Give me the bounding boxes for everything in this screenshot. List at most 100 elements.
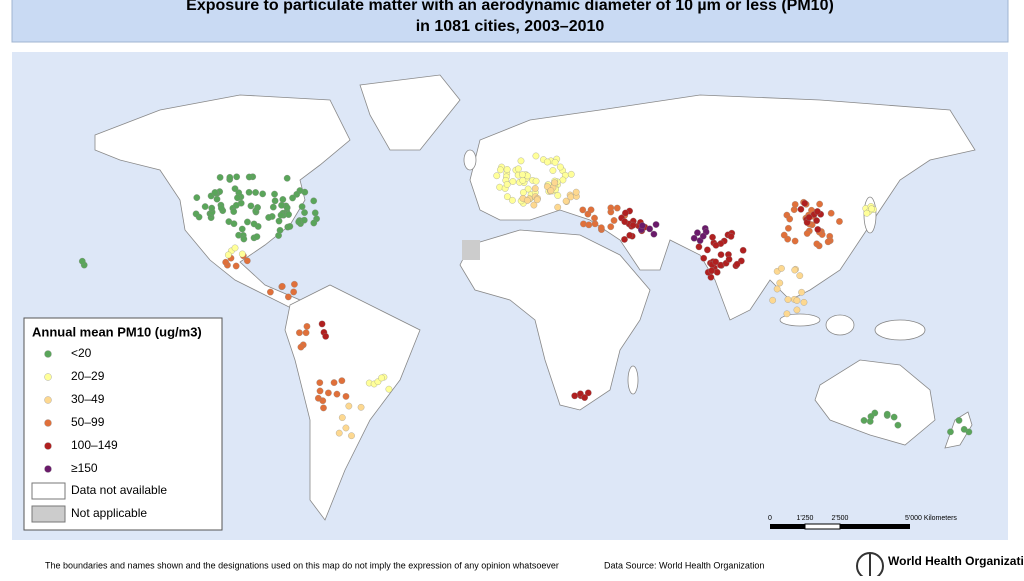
city-dot [515,165,522,173]
city-dot [814,226,822,233]
city-dot [271,190,278,198]
city-dot [796,272,804,279]
city-dot [295,218,303,226]
city-dot [245,173,253,181]
city-dot [785,224,792,232]
city-dot [652,221,660,228]
city-dot [213,195,221,203]
city-dot [571,392,579,400]
city-dot [524,185,532,193]
city-dot [567,170,575,178]
scale-label: 0 [768,515,772,522]
city-dot [254,204,261,211]
city-dot [503,181,511,188]
city-dot [713,268,721,276]
city-dot [554,192,562,199]
city-dot [868,205,875,213]
city-dot [78,257,86,265]
city-dot [230,220,238,228]
city-dot [247,202,255,210]
city-dot [231,244,239,252]
city-dot [276,226,284,234]
city-dot [302,329,310,337]
city-dot [532,152,540,160]
city-dot [504,193,511,201]
city-dot [496,183,503,191]
city-dot [863,209,871,217]
title-band [11,0,1009,43]
city-dot [579,206,587,214]
city-dot [509,178,517,185]
city-dot [300,216,308,224]
city-dot [584,389,592,397]
city-dot [531,185,539,192]
city-dot [283,204,291,212]
city-dot [626,231,634,239]
city-dot [786,215,794,223]
city-dot [824,238,832,246]
legend-label: 50–99 [71,415,105,429]
city-dot [581,394,588,401]
legend-label: <20 [71,346,92,360]
city-dot [780,231,788,239]
legend-symbol [44,396,52,404]
city-dot [286,223,294,230]
city-dots [78,152,973,440]
city-dot [314,394,322,402]
city-dot [577,390,584,398]
city-dot [813,240,821,248]
city-dot [493,172,501,180]
organization-name: World Health Organization [888,554,1024,568]
city-dot [519,171,526,178]
city-dot [800,299,808,306]
city-dot [559,176,567,184]
city-dot [497,166,504,174]
city-dot [330,379,338,386]
city-dot [646,225,654,233]
city-dot [544,158,551,166]
city-dot [316,387,324,395]
city-dot [610,217,618,224]
city-dot [797,205,805,213]
city-dot [517,157,525,165]
city-dot [551,158,559,166]
city-dot [252,189,259,196]
city-dot [234,194,241,202]
city-dot [709,233,716,241]
city-dot [201,203,209,210]
city-dot [338,414,346,421]
city-dot [547,187,555,195]
city-dot [883,410,891,418]
city-dot [791,237,799,245]
city-dot [587,206,595,214]
city-dot [739,246,747,254]
city-dot [222,258,230,266]
city-dot [798,288,805,296]
city-dot [554,203,562,211]
city-dot [801,199,809,207]
city-dot [342,424,350,432]
legend-label: Data not available [71,483,167,497]
not-applicable-area [462,240,480,260]
city-dot [253,233,261,240]
city-dot [240,235,248,243]
city-dot [345,402,353,410]
legend-label: 30–49 [71,392,105,406]
city-dot [947,428,954,436]
city-dot [613,204,621,212]
legend-symbol [44,419,52,427]
legend-label: 100–149 [71,438,118,452]
scale-label: 2'500 [832,515,849,522]
city-dot [238,250,246,258]
city-dot [316,379,324,387]
city-dot [791,201,799,208]
legend-symbol [44,350,52,358]
city-dot [259,190,267,198]
city-dot [335,429,343,437]
city-dot [585,221,593,229]
city-dot [860,417,868,424]
city-dot [233,173,240,181]
city-dot [267,288,274,296]
city-dot [310,197,318,205]
